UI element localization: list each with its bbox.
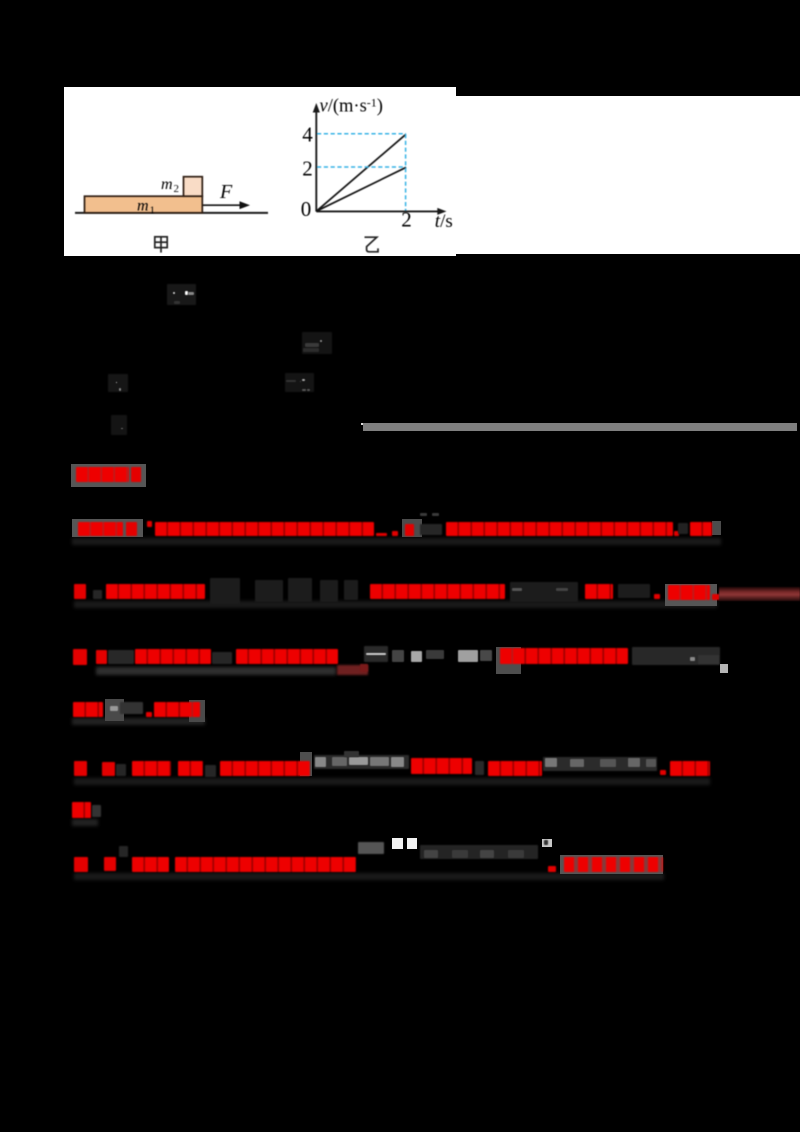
svg-text:1: 1 xyxy=(150,205,156,217)
svg-text:v/(m·s-1): v/(m·s-1) xyxy=(320,96,383,117)
svg-text:4: 4 xyxy=(302,123,313,147)
svg-text:m: m xyxy=(161,176,173,193)
svg-text:2: 2 xyxy=(401,207,412,231)
svg-text:0: 0 xyxy=(301,197,312,221)
svg-text:t/s: t/s xyxy=(435,211,453,232)
svg-text:m: m xyxy=(137,198,149,215)
svg-text:2: 2 xyxy=(174,183,180,195)
svg-text:2: 2 xyxy=(302,156,313,180)
svg-text:F: F xyxy=(219,181,233,203)
